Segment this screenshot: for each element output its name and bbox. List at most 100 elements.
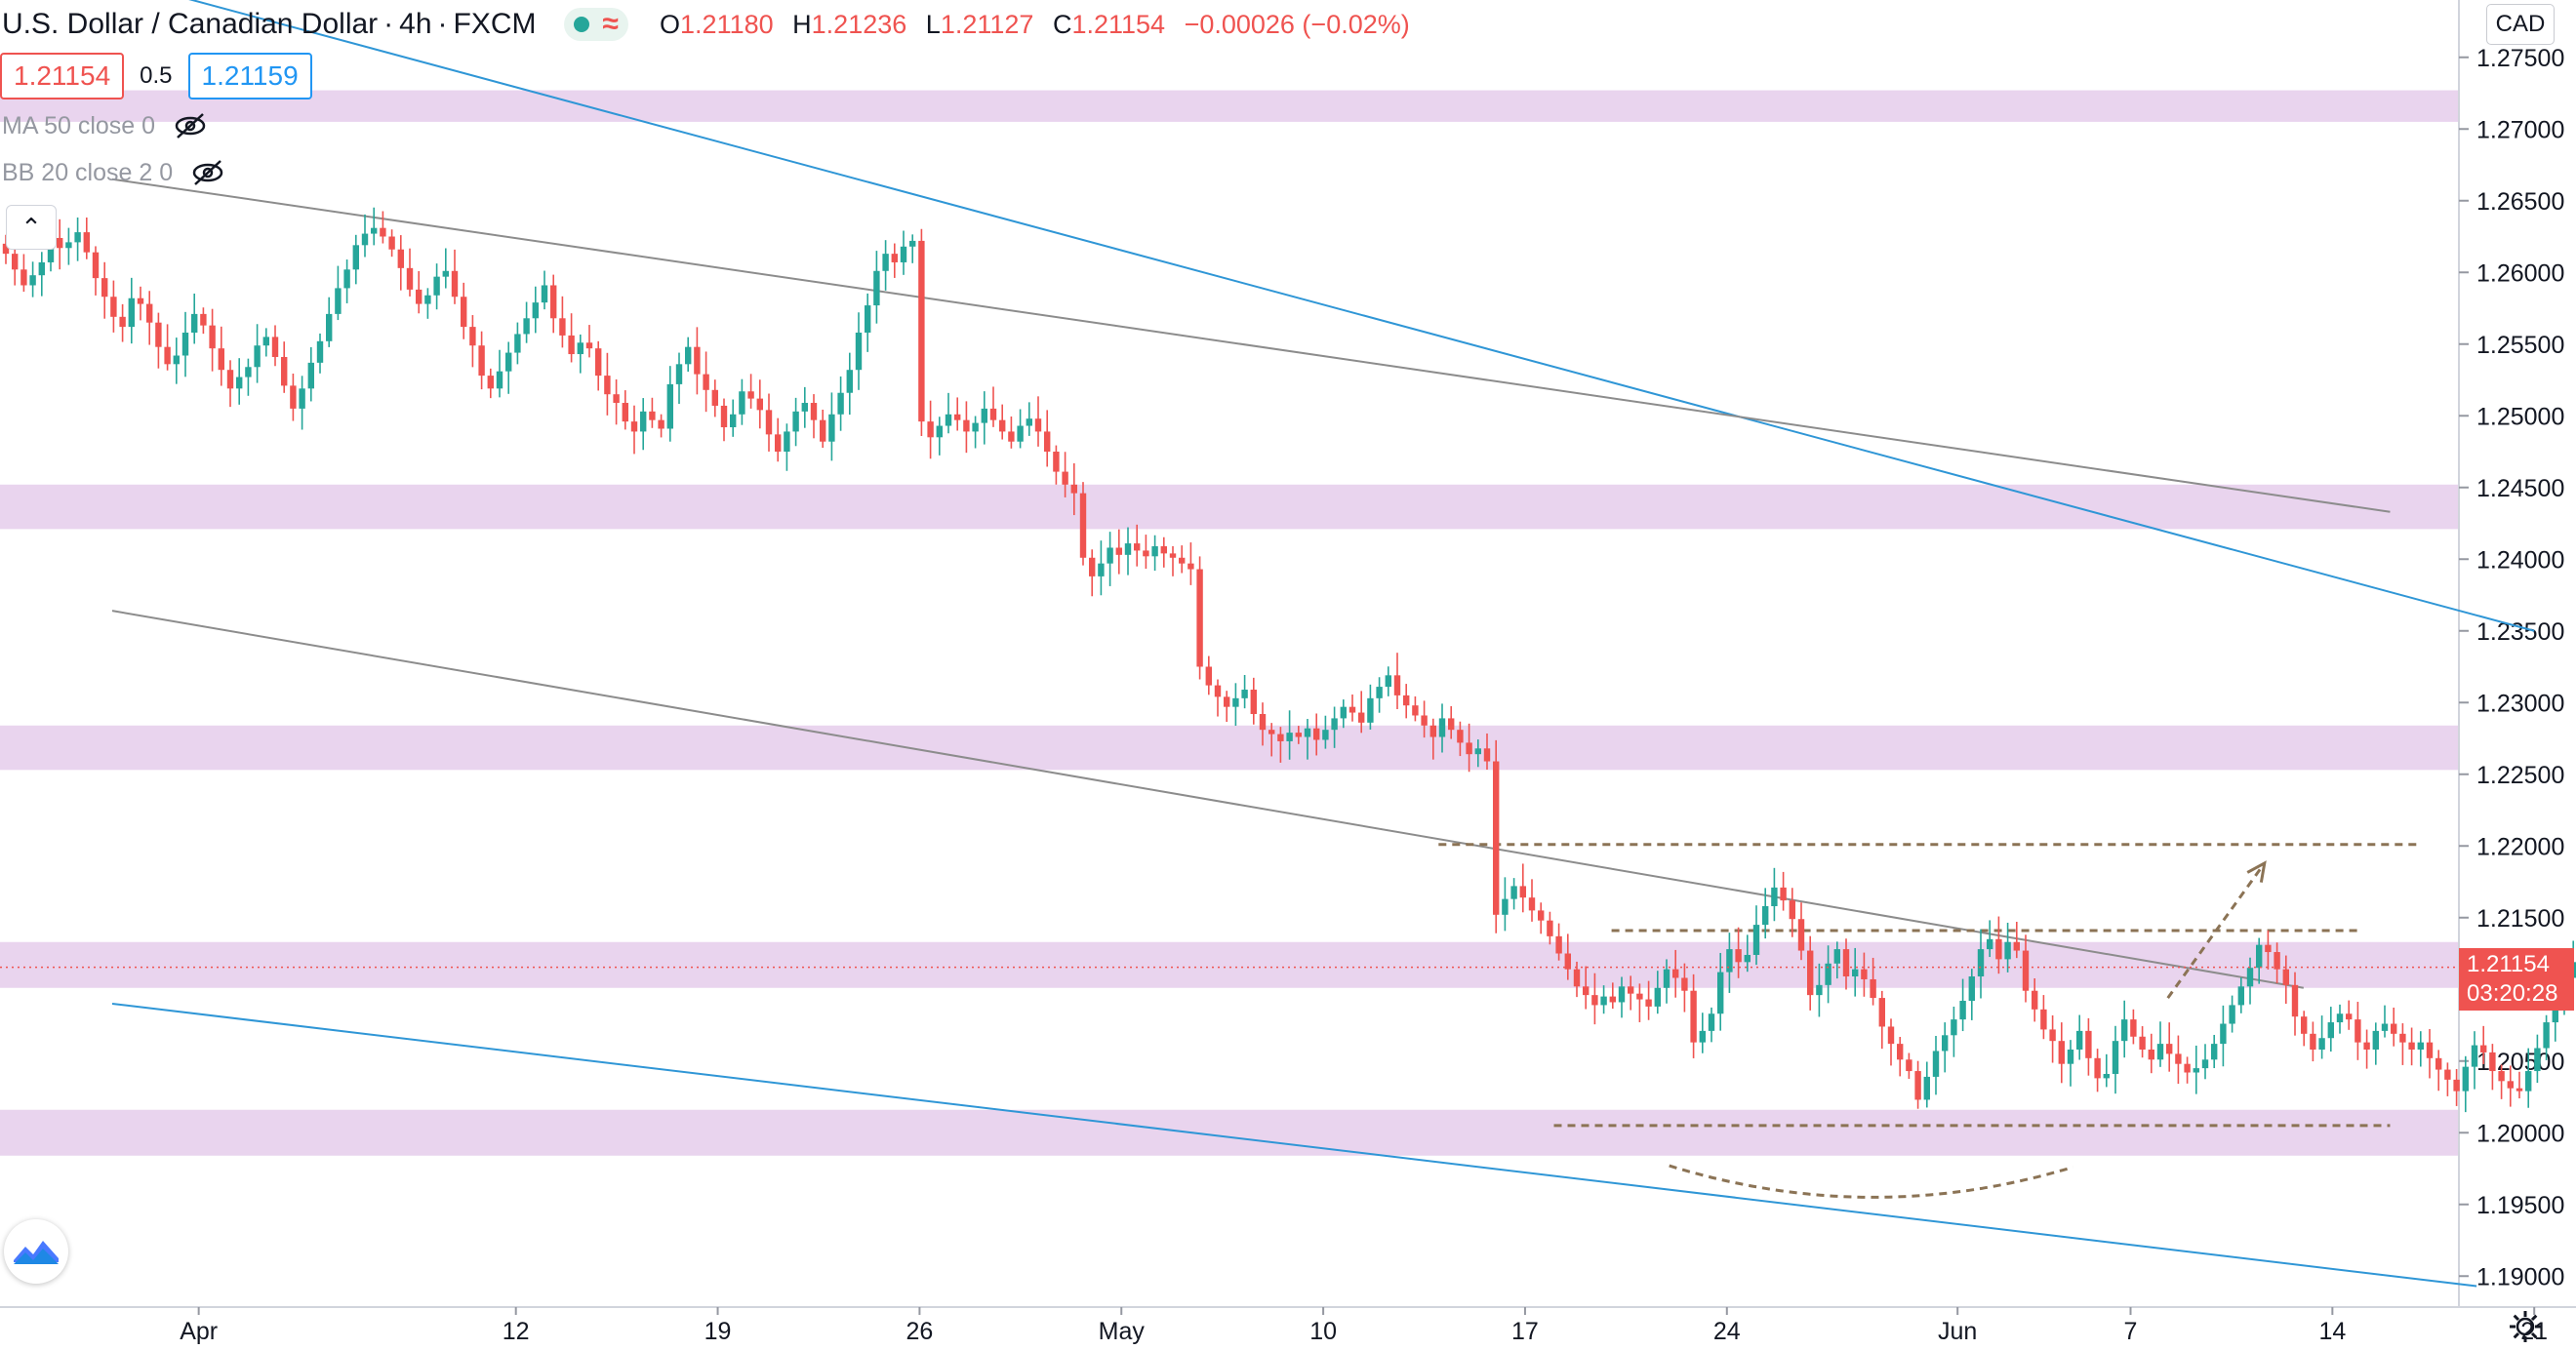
candle-down[interactable] xyxy=(1079,493,1087,558)
candle-down[interactable] xyxy=(164,346,171,365)
candle-down[interactable] xyxy=(1070,484,1077,494)
candle-down[interactable] xyxy=(271,337,279,357)
candle-down[interactable] xyxy=(1412,705,1419,716)
candle-down[interactable] xyxy=(1519,886,1526,898)
candle-up[interactable] xyxy=(1762,905,1769,926)
candle-down[interactable] xyxy=(1160,546,1167,554)
candle-up[interactable] xyxy=(1708,1013,1715,1031)
candle-up[interactable] xyxy=(2471,1045,2478,1067)
candle-down[interactable] xyxy=(57,237,63,249)
candle-down[interactable] xyxy=(2040,1009,2047,1030)
candle-up[interactable] xyxy=(307,362,314,389)
candle-down[interactable] xyxy=(1403,695,1410,706)
candle-up[interactable] xyxy=(1852,969,1859,977)
candle-down[interactable] xyxy=(2310,1033,2316,1050)
candle-up[interactable] xyxy=(1107,547,1113,564)
candle-down[interactable] xyxy=(451,270,459,298)
candle-up[interactable] xyxy=(505,352,512,372)
candle-up[interactable] xyxy=(352,245,359,270)
candle-down[interactable] xyxy=(478,345,485,377)
candle-up[interactable] xyxy=(1474,748,1481,755)
candle-up[interactable] xyxy=(2543,1022,2550,1049)
candle-down[interactable] xyxy=(461,297,467,328)
candle-down[interactable] xyxy=(1672,969,1679,978)
candle-down[interactable] xyxy=(1780,887,1787,901)
candle-up[interactable] xyxy=(514,334,521,353)
candle-down[interactable] xyxy=(765,410,773,435)
candle-up[interactable] xyxy=(1510,886,1517,899)
candle-down[interactable] xyxy=(2058,1041,2065,1064)
candle-down[interactable] xyxy=(1878,998,1885,1027)
candle-up[interactable] xyxy=(2076,1030,2083,1050)
candle-up[interactable] xyxy=(361,233,369,246)
candle-down[interactable] xyxy=(613,394,620,404)
candle-down[interactable] xyxy=(1034,418,1042,432)
candle-down[interactable] xyxy=(1645,999,1652,1007)
candle-down[interactable] xyxy=(1636,993,1643,1000)
candle-down[interactable] xyxy=(1053,452,1060,472)
candle-up[interactable] xyxy=(2256,944,2263,969)
candle-down[interactable] xyxy=(281,356,288,386)
candle-down[interactable] xyxy=(2094,1057,2101,1079)
candle-up[interactable] xyxy=(865,305,871,333)
candle-down[interactable] xyxy=(2265,944,2272,953)
candle-down[interactable] xyxy=(1466,742,1472,755)
candle-down[interactable] xyxy=(12,254,19,270)
candle-up[interactable] xyxy=(882,254,889,271)
candle-down[interactable] xyxy=(110,297,117,317)
candle-down[interactable] xyxy=(406,267,414,290)
candle-up[interactable] xyxy=(909,240,916,247)
candle-up[interactable] xyxy=(2112,1041,2119,1074)
candle-down[interactable] xyxy=(2453,1079,2460,1092)
candle-up[interactable] xyxy=(1923,1076,1930,1100)
candle-up[interactable] xyxy=(1376,687,1383,698)
candle-down[interactable] xyxy=(775,434,782,452)
resistance-zone[interactable] xyxy=(0,725,2459,771)
market-status-badge[interactable]: ≈ xyxy=(563,8,629,41)
candle-down[interactable] xyxy=(1250,690,1257,715)
resistance-zone[interactable] xyxy=(0,90,2459,122)
candle-up[interactable] xyxy=(1385,675,1391,688)
candle-up[interactable] xyxy=(2067,1049,2074,1064)
candle-up[interactable] xyxy=(1322,730,1329,740)
candle-down[interactable] xyxy=(1214,685,1222,697)
candle-down[interactable] xyxy=(2355,1019,2361,1043)
candle-down[interactable] xyxy=(630,421,638,432)
candle-up[interactable] xyxy=(1618,986,1626,1003)
candle-down[interactable] xyxy=(1062,471,1068,485)
candle-up[interactable] xyxy=(945,414,952,426)
candle-down[interactable] xyxy=(83,232,90,253)
candle-down[interactable] xyxy=(380,227,386,237)
candle-up[interactable] xyxy=(2229,1005,2235,1024)
candle-down[interactable] xyxy=(1591,995,1598,1006)
projection-arrow-shaft[interactable] xyxy=(2166,862,2267,999)
candle-down[interactable] xyxy=(2399,1033,2406,1043)
tradingview-logo[interactable] xyxy=(4,1219,68,1284)
candle-down[interactable] xyxy=(1483,748,1491,762)
candle-up[interactable] xyxy=(442,270,449,277)
candle-down[interactable] xyxy=(1842,949,1850,977)
candle-down[interactable] xyxy=(1205,666,1212,686)
candle-up[interactable] xyxy=(2462,1066,2469,1092)
candle-up[interactable] xyxy=(837,392,844,415)
candle-down[interactable] xyxy=(1268,730,1275,735)
candle-up[interactable] xyxy=(666,383,673,429)
candle-up[interactable] xyxy=(2525,1071,2532,1092)
candle-down[interactable] xyxy=(2,243,10,255)
candle-up[interactable] xyxy=(1340,706,1347,719)
candle-down[interactable] xyxy=(137,298,144,304)
candle-down[interactable] xyxy=(209,325,216,349)
candle-down[interactable] xyxy=(720,405,728,428)
symbol-name[interactable]: U.S. Dollar / Canadian Dollar xyxy=(2,8,379,40)
candle-up[interactable] xyxy=(2372,1030,2379,1050)
candle-down[interactable] xyxy=(989,408,997,420)
candle-up[interactable] xyxy=(1124,543,1132,555)
candle-up[interactable] xyxy=(2246,968,2254,987)
candle-up[interactable] xyxy=(1241,690,1248,698)
candle-up[interactable] xyxy=(1438,718,1446,737)
candle-up[interactable] xyxy=(532,302,539,319)
channel-trendline[interactable] xyxy=(112,0,2535,632)
candle-down[interactable] xyxy=(200,313,207,326)
resistance-zone[interactable] xyxy=(0,941,2459,988)
candle-up[interactable] xyxy=(335,288,342,314)
